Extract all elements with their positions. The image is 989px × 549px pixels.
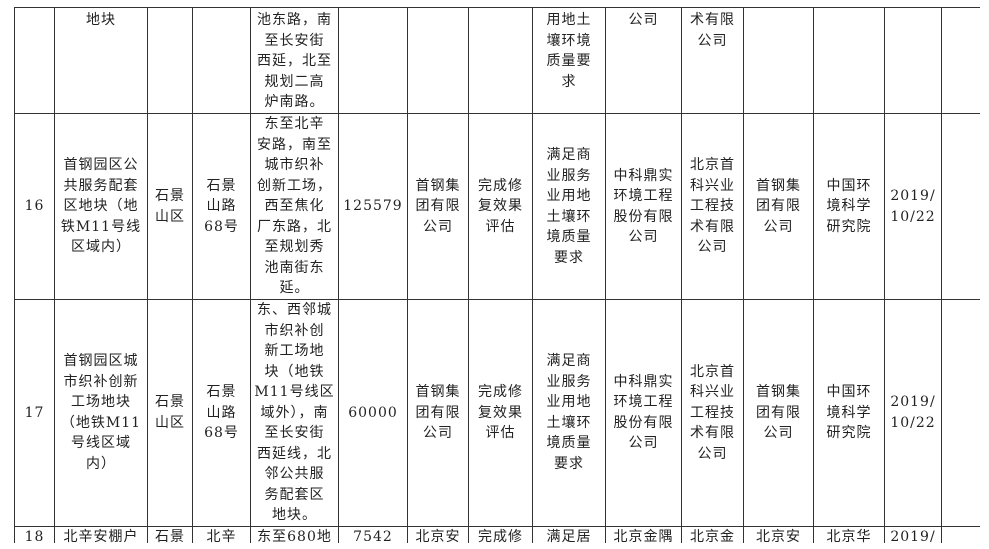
table-cell	[884, 7, 942, 114]
table-cell: 北京安	[743, 525, 814, 543]
table-cell: 地块	[54, 7, 148, 114]
table-cell: 北京金	[681, 525, 744, 543]
table-cell: 公司	[605, 7, 682, 114]
table-cell: 中国环 境科学 研究院	[813, 113, 885, 300]
table-cell: 池东路，南 至长安街 西延，北至 规划二高 炉南路。	[250, 7, 339, 114]
table-cell	[743, 7, 814, 114]
table-row: 17 首钢园区城 市织补创新 工场地块 （地铁M11 号线区域 内） 石景 山区 石景…	[14, 299, 980, 527]
table-cell: 石景 山路 68号	[192, 299, 251, 527]
table-cell: 北京华	[813, 525, 885, 543]
table-row: 18 北辛安棚户 石景 北辛 东至680地 7542 北京安 完成修 满足居 北京金隅 北京金 北京安…	[14, 525, 980, 543]
table-cell	[941, 113, 980, 300]
table-cell: 2019/ 10/22	[884, 299, 942, 527]
table-cell: 东至680地	[250, 525, 339, 543]
table-cell: 首钢集 团有限 公司	[407, 113, 469, 300]
table-cell	[147, 7, 193, 114]
table-cell: 16	[14, 113, 55, 300]
table-cell: 17	[14, 299, 55, 527]
table-cell	[941, 299, 980, 527]
table-cell: 北京首 科兴业 工程技 术有限 公司	[681, 113, 744, 300]
table-cell	[338, 7, 408, 114]
table-cell: 中科鼎实 环境工程 股份有限 公司	[605, 113, 682, 300]
table-cell	[14, 7, 55, 114]
table-cell: 用地土 壤环境 质量要 求	[532, 7, 606, 114]
table-cell: 2019/ 10/22	[884, 113, 942, 300]
table-cell: 满足商 业服务 业用地 土壤环 境质量 要求	[532, 113, 606, 300]
table-cell: 完成修 复效果 评估	[468, 299, 533, 527]
table-cell: 北京首 科兴业 工程技 术有限 公司	[681, 299, 744, 527]
table-cell: 完成修 复效果 评估	[468, 113, 533, 300]
table-cell: 石景 山区	[147, 113, 193, 300]
table-row: 16 首钢园区公 共服务配套 区地块（地 铁M11号线 区域内） 石景 山区 石景 山…	[14, 113, 980, 300]
table-cell: 首钢集 团有限 公司	[743, 113, 814, 300]
table-cell: 首钢园区城 市织补创新 工场地块 （地铁M11 号线区域 内）	[54, 299, 148, 527]
table-cell: 石景	[147, 525, 193, 543]
table-cell: 18	[14, 525, 55, 543]
table-cell: 首钢集 团有限 公司	[407, 299, 469, 527]
table-cell	[468, 7, 533, 114]
table-cell	[941, 7, 980, 114]
table-cell: 2019/	[884, 525, 942, 543]
table-cell: 术有限 公司	[681, 7, 744, 114]
table-cell: 完成修	[468, 525, 533, 543]
table-cell: 北辛安棚户	[54, 525, 148, 543]
table-cell: 中国环 境科学 研究院	[813, 299, 885, 527]
table-cell: 60000	[338, 299, 408, 527]
table-cell: 125579	[338, 113, 408, 300]
table-cell: 石景 山区	[147, 299, 193, 527]
document-table-container: 地块 池东路，南 至长安街 西延，北至 规划二高 炉南路。 用地土 壤环境 质量要 …	[14, 7, 980, 543]
site-remediation-table: 地块 池东路，南 至长安街 西延，北至 规划二高 炉南路。 用地土 壤环境 质量要 …	[14, 7, 980, 543]
table-cell	[192, 7, 251, 114]
table-cell: 中科鼎实 环境工程 股份有限 公司	[605, 299, 682, 527]
table-row: 地块 池东路，南 至长安街 西延，北至 规划二高 炉南路。 用地土 壤环境 质量要 …	[14, 7, 980, 114]
table-cell: 首钢集 团有限 公司	[743, 299, 814, 527]
table-cell: 首钢园区公 共服务配套 区地块（地 铁M11号线 区域内）	[54, 113, 148, 300]
table-cell	[407, 7, 469, 114]
table-cell: 满足居	[532, 525, 606, 543]
table-cell: 7542	[338, 525, 408, 543]
table-cell: 满足商 业服务 业用地 土壤环 境质量 要求	[532, 299, 606, 527]
table-cell: 东至北辛 安路，南至 城市织补 创新工场， 西至焦化 厂东路，北 至规划秀 池南…	[250, 113, 339, 300]
table-cell: 石景 山路 68号	[192, 113, 251, 300]
table-cell	[941, 525, 980, 543]
table-cell: 东、西邻城 市织补创 新工场地 块（地铁 M11号线区 域外），南 至长安街 西…	[250, 299, 339, 527]
table-cell: 北京金隅	[605, 525, 682, 543]
table-cell: 北辛	[192, 525, 251, 543]
table-cell: 北京安	[407, 525, 469, 543]
table-cell	[813, 7, 885, 114]
